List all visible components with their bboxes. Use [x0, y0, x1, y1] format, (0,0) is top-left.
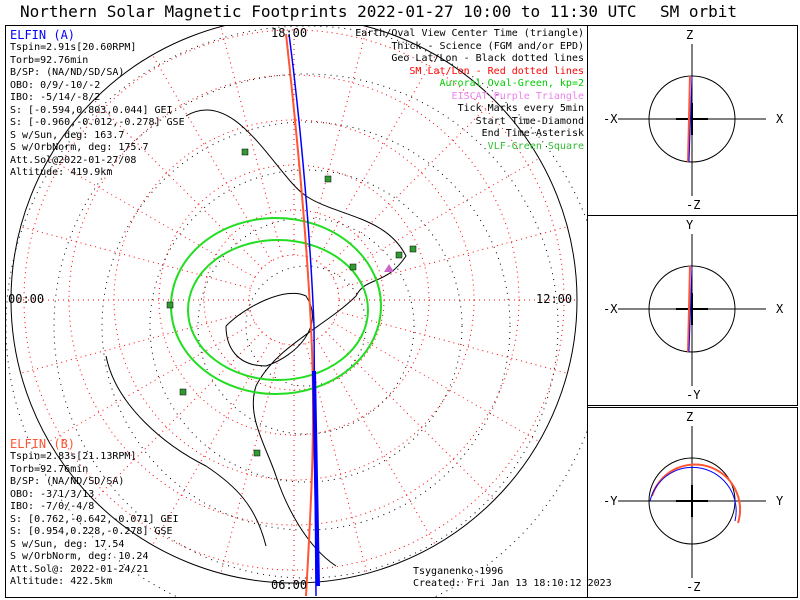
orbit-panel: Y -Y -X X — [587, 215, 798, 406]
geo-latitude-circle — [149, 169, 463, 483]
legend-item: EISCAT-Purple Triangle — [451, 90, 584, 102]
axis-left: -X — [603, 302, 618, 316]
orbit-panel: Z -Z -X X — [587, 25, 798, 216]
created-label: Created: Fri Jan 13 18:10:12 2023 — [413, 578, 612, 589]
legend-item: Start Time-Diamond — [475, 115, 584, 127]
label-12: 12:00 — [536, 292, 573, 306]
orbit-plot — [618, 234, 766, 386]
info-line: S w/Sun, deg: 163.7 — [10, 129, 125, 141]
geo-latitude-circle — [245, 265, 367, 387]
elfin-a-track — [288, 33, 317, 597]
legend-item: SM Lat/Lon - Red dotted lines — [409, 65, 584, 77]
elfin-b-track — [285, 33, 315, 597]
legend-item: Auroral Oval-Green, kp=2 — [439, 78, 585, 89]
axis-bottom: -Y — [686, 388, 701, 402]
elfin-a-science-track — [312, 370, 320, 587]
sm-longitude-line — [316, 338, 436, 546]
auroral-oval-inner — [187, 239, 369, 381]
orbit-panel: Z -Z -Y Y — [587, 407, 798, 598]
info-line: OBO: 0/9/-10/-2 — [10, 79, 101, 91]
info-line: S: [-0.960,-0.012,-0.278] GSE — [10, 117, 185, 128]
model-label: Tsyganenko-1996 — [413, 566, 504, 577]
label-18: 18:00 — [271, 26, 308, 40]
legend-item: Thick - Science (FGM and/or EPD) — [391, 40, 584, 52]
info-line: S: [0.954,0.228,-0.278] GSE — [10, 526, 173, 537]
legend-item: VLF-Green Square — [487, 140, 584, 152]
continent-outline — [105, 109, 407, 567]
geo-latitude-circle — [53, 73, 559, 579]
axis-right: X — [776, 112, 784, 126]
info-line: Att.Sol@2022-01-27/08 — [10, 154, 137, 166]
axis-top: Z — [686, 410, 694, 424]
legend-item: End Time-Asterisk — [481, 128, 584, 139]
sm-orbit-title: SM orbit — [660, 2, 738, 21]
sm-longitude-line — [20, 311, 251, 374]
elfin-b-info: ELFIN (B) Tspin=2.83s[21.13RPM] Torb=92.7… — [10, 437, 179, 589]
vlf-squares — [166, 148, 417, 457]
legend: Earth/Oval View Center Time (triangle) Th… — [355, 28, 584, 153]
sm-longitude-line — [337, 226, 568, 289]
elfin-b-name: ELFIN (B) — [10, 437, 76, 451]
sm-longitude-line — [325, 331, 495, 501]
axis-left: -Y — [603, 494, 618, 508]
auroral-oval-outer — [170, 217, 382, 395]
info-line: S w/OrbNorm, deg: 10.24 — [10, 551, 149, 562]
plot-title: Northern Solar Magnetic Footprints 2022-… — [20, 2, 637, 21]
sm-longitude-line — [20, 226, 251, 289]
axis-top: Z — [686, 28, 694, 42]
legend-item: Geo Lat/Lon - Black dotted lines — [391, 53, 584, 64]
info-line: S w/Sun, deg: 17.54 — [10, 538, 125, 550]
sm-latitude-circle — [158, 164, 430, 436]
info-line: S: [0.762,-0.642,-0.071] GEI — [10, 513, 179, 525]
axis-bottom: -Z — [686, 580, 701, 594]
info-line: Tspin=2.91s[20.60RPM] — [10, 42, 137, 53]
info-line: B/SP: (NA/ND/SD/SA) — [10, 476, 125, 487]
orbit-plot — [618, 44, 766, 196]
elfin-a-name: ELFIN (A) — [10, 28, 76, 42]
sm-longitude-line — [332, 322, 540, 442]
info-line: IBO: -7/0/-4/8 — [10, 501, 95, 512]
info-line: Torb=92.76min — [10, 463, 89, 475]
sm-longitude-line — [220, 26, 283, 257]
eiscat-triangle — [384, 264, 394, 272]
polar-map — [6, 26, 587, 597]
footprint-map-panel: 18:00 06:00 00:00 12:00 ELFIN (A) Tspin=… — [5, 25, 612, 598]
geo-latitude-circle — [197, 217, 415, 435]
orbit-plot — [618, 426, 766, 578]
label-06: 06:00 — [271, 578, 308, 592]
axis-right: Y — [776, 494, 784, 508]
elfin-a-info: ELFIN (A) Tspin=2.91s[20.60RPM] Torb=92.7… — [10, 28, 185, 180]
axis-right: X — [776, 302, 784, 316]
info-line: Tspin=2.83s[21.13RPM] — [10, 451, 137, 462]
info-line: Torb=92.76min — [10, 54, 89, 66]
info-line: Att.Sol@: 2022-01-24/21 — [10, 563, 149, 575]
info-line: S w/OrbNorm, deg: 175.7 — [10, 142, 149, 153]
label-00: 00:00 — [8, 292, 45, 306]
axis-left: -X — [603, 112, 618, 126]
legend-item: Tick Marks every 5min — [457, 103, 584, 114]
axis-bottom: -Z — [686, 198, 701, 212]
legend-item: Earth/Oval View Center Time (triangle) — [355, 28, 584, 39]
info-line: Altitude: 419.9km — [10, 167, 113, 178]
sm-latitude-circle — [248, 254, 340, 346]
axis-top: Y — [686, 218, 694, 232]
info-line: S: [-0.594,0.803,0.044] GEI — [10, 104, 173, 116]
info-line: IBO: -5/14/-8/2 — [10, 92, 101, 103]
geo-latitude-circle — [101, 121, 511, 531]
info-line: Altitude: 422.5km — [10, 576, 113, 587]
info-line: OBO: -3/1/3/13 — [10, 488, 95, 500]
info-line: B/SP: (NA/ND/SD/SA) — [10, 67, 125, 78]
